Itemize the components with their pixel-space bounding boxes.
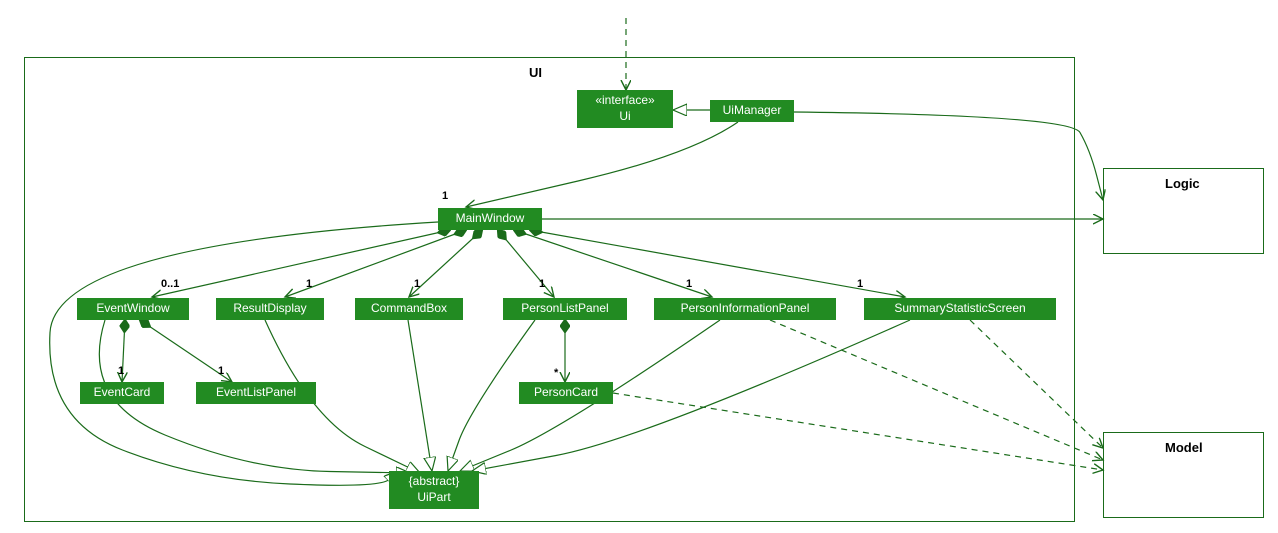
package-ui-label: UI bbox=[529, 65, 542, 80]
node-result-display: ResultDisplay bbox=[216, 298, 324, 320]
mult-main-window: 1 bbox=[442, 190, 448, 202]
node-ui-manager: UiManager bbox=[710, 100, 794, 122]
node-event-card: EventCard bbox=[80, 382, 164, 404]
mult-person-info: 1 bbox=[686, 278, 692, 290]
mult-result-display: 1 bbox=[306, 278, 312, 290]
mult-summary-stat: 1 bbox=[857, 278, 863, 290]
mult-event-card: 1 bbox=[118, 365, 124, 377]
node-command-box: CommandBox bbox=[355, 298, 463, 320]
mult-person-card: * bbox=[554, 367, 558, 379]
package-ui bbox=[24, 57, 1075, 522]
mult-person-list: 1 bbox=[539, 278, 545, 290]
package-model-label: Model bbox=[1165, 440, 1203, 455]
node-event-list-panel: EventListPanel bbox=[196, 382, 316, 404]
node-summary-statistic-screen: SummaryStatisticScreen bbox=[864, 298, 1056, 320]
node-ui-part: {abstract}UiPart bbox=[389, 471, 479, 509]
mult-command-box: 1 bbox=[414, 278, 420, 290]
node-event-window: EventWindow bbox=[77, 298, 189, 320]
node-main-window: MainWindow bbox=[438, 208, 542, 230]
package-logic-label: Logic bbox=[1165, 176, 1200, 191]
mult-event-window: 0..1 bbox=[161, 278, 179, 290]
node-ui-interface: «interface»Ui bbox=[577, 90, 673, 128]
node-person-information-panel: PersonInformationPanel bbox=[654, 298, 836, 320]
node-person-card: PersonCard bbox=[519, 382, 613, 404]
node-person-list-panel: PersonListPanel bbox=[503, 298, 627, 320]
mult-event-list: 1 bbox=[218, 365, 224, 377]
